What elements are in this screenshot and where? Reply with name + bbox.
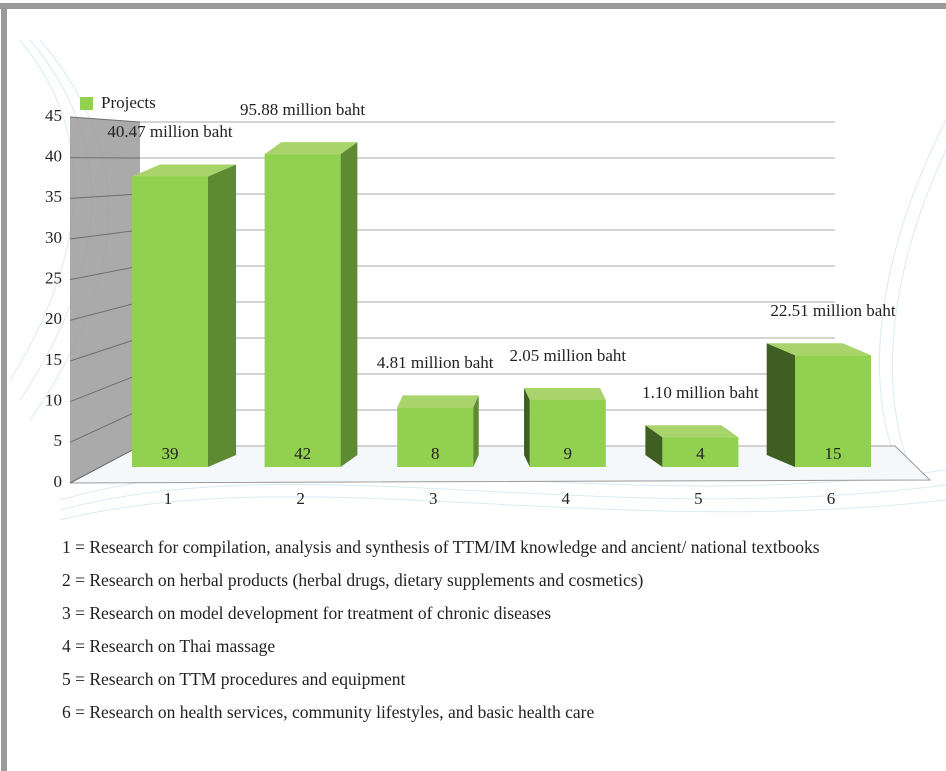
- annotation: 4.81 million baht: [376, 353, 494, 373]
- value-label: 15: [825, 444, 842, 463]
- grid-line: [69, 337, 141, 362]
- y-tick-label: 25: [45, 269, 62, 288]
- note: 3 = Research on model development for tr…: [62, 603, 552, 623]
- y-tick-label: 15: [45, 350, 62, 369]
- side-wall: [70, 117, 140, 483]
- bar-side: [473, 395, 479, 467]
- bar: [264, 154, 341, 467]
- note: 5 = Research on TTM procedures and equip…: [62, 669, 406, 689]
- bar: [132, 176, 208, 467]
- x-tick-label: 6: [827, 489, 836, 508]
- note: 2 = Research on herbal products (herbal …: [62, 570, 644, 590]
- bar: [397, 407, 474, 467]
- y-tick-label: 30: [45, 228, 62, 247]
- grid-line: [69, 229, 141, 240]
- value-label: 9: [564, 444, 573, 463]
- grid-line: [69, 409, 141, 443]
- annotation: 22.51 million baht: [770, 301, 896, 321]
- bar-side: [524, 387, 530, 467]
- annotation: 95.88 million baht: [240, 100, 366, 120]
- annotation: 2.05 million baht: [509, 345, 627, 365]
- bar: [529, 399, 606, 467]
- y-tick-label: 35: [45, 187, 62, 206]
- frame: [0, 3, 946, 771]
- grid-line: [69, 301, 141, 321]
- legend-label: Projects: [101, 93, 156, 112]
- y-tick-label: 40: [45, 147, 62, 166]
- y-tick-label: 5: [54, 431, 63, 450]
- note: 4 = Research on Thai massage: [62, 636, 276, 656]
- bar-side: [645, 425, 663, 467]
- value-label: 42: [294, 444, 311, 463]
- annotation: 1.10 million baht: [642, 383, 759, 403]
- bar-side: [766, 343, 795, 467]
- bar-top: [524, 387, 606, 400]
- value-label: 4: [696, 444, 705, 463]
- bar-top: [397, 395, 479, 408]
- notes: 1 = Research for compilation, analysis a…: [62, 532, 922, 730]
- grid-line: [69, 193, 141, 199]
- bar: [795, 355, 871, 467]
- value-label: 8: [431, 444, 440, 463]
- grid-line: [69, 116, 141, 123]
- grid-line: [69, 265, 141, 281]
- bar-side: [340, 142, 358, 467]
- x-tick-label: 3: [429, 489, 438, 508]
- grid-line: [69, 373, 141, 403]
- y-tick-label: 0: [54, 472, 63, 491]
- y-tick-label: 45: [45, 106, 62, 125]
- bar-top: [264, 142, 358, 155]
- annotation: 40.47 million baht: [107, 122, 233, 142]
- bar: [662, 437, 739, 467]
- bar-side: [208, 164, 237, 467]
- bar-top: [132, 164, 237, 177]
- y-tick-label: 10: [45, 391, 62, 410]
- grid-line: [69, 445, 141, 484]
- x-tick-label: 4: [562, 489, 571, 508]
- y-tick-label: 20: [45, 309, 62, 328]
- x-tick-label: 5: [694, 489, 703, 508]
- x-tick-label: 2: [296, 489, 305, 508]
- note: 1 = Research for compilation, analysis a…: [62, 537, 820, 557]
- bar-top: [766, 343, 871, 356]
- value-label: 39: [162, 444, 179, 463]
- x-tick-label: 1: [164, 489, 173, 508]
- note: 6 = Research on health services, communi…: [62, 702, 595, 722]
- legend-swatch: [80, 97, 93, 110]
- bar-top: [645, 425, 739, 438]
